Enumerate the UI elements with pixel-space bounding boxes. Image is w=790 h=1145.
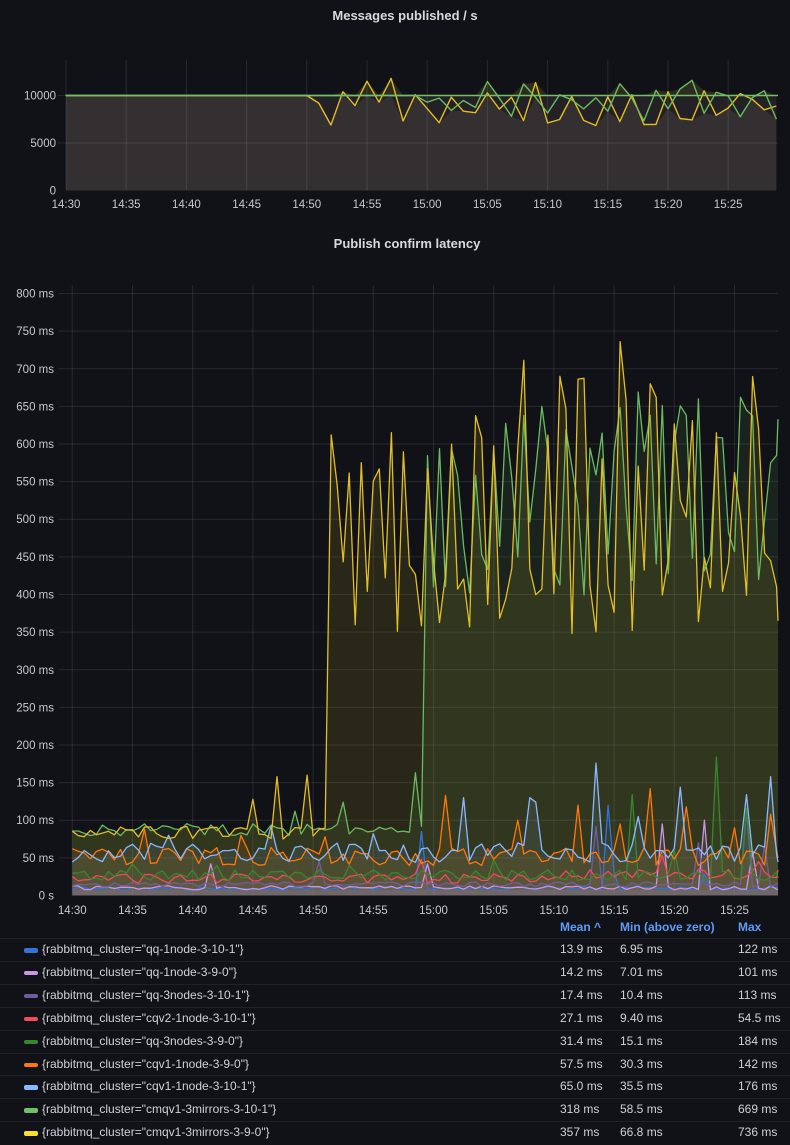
svg-text:15:15: 15:15 bbox=[593, 199, 622, 211]
svg-text:15:00: 15:00 bbox=[419, 905, 448, 917]
svg-text:350 ms: 350 ms bbox=[16, 627, 54, 639]
svg-text:0 s: 0 s bbox=[39, 891, 55, 903]
svg-text:550 ms: 550 ms bbox=[16, 477, 54, 489]
svg-text:500 ms: 500 ms bbox=[16, 514, 54, 526]
svg-text:14:40: 14:40 bbox=[172, 199, 201, 211]
svg-text:250 ms: 250 ms bbox=[16, 702, 54, 714]
svg-text:14:50: 14:50 bbox=[299, 905, 328, 917]
svg-text:15:25: 15:25 bbox=[714, 199, 743, 211]
svg-text:15:00: 15:00 bbox=[413, 199, 442, 211]
svg-text:450 ms: 450 ms bbox=[16, 552, 54, 564]
svg-text:14:45: 14:45 bbox=[232, 199, 261, 211]
svg-text:50 ms: 50 ms bbox=[23, 853, 55, 865]
svg-text:15:10: 15:10 bbox=[540, 905, 569, 917]
svg-text:15:05: 15:05 bbox=[479, 905, 508, 917]
svg-text:200 ms: 200 ms bbox=[16, 740, 54, 752]
svg-text:14:50: 14:50 bbox=[292, 199, 321, 211]
svg-text:14:30: 14:30 bbox=[58, 905, 87, 917]
svg-text:650 ms: 650 ms bbox=[16, 401, 54, 413]
svg-text:15:10: 15:10 bbox=[533, 199, 562, 211]
svg-text:14:30: 14:30 bbox=[52, 199, 81, 211]
svg-text:14:55: 14:55 bbox=[359, 905, 388, 917]
svg-text:150 ms: 150 ms bbox=[16, 778, 54, 790]
svg-text:15:05: 15:05 bbox=[473, 199, 502, 211]
svg-text:15:20: 15:20 bbox=[654, 199, 683, 211]
svg-text:14:45: 14:45 bbox=[239, 905, 268, 917]
svg-text:15:25: 15:25 bbox=[720, 905, 749, 917]
svg-text:10000: 10000 bbox=[24, 91, 56, 103]
svg-text:400 ms: 400 ms bbox=[16, 590, 54, 602]
svg-text:14:55: 14:55 bbox=[353, 199, 382, 211]
svg-text:300 ms: 300 ms bbox=[16, 665, 54, 677]
svg-text:15:20: 15:20 bbox=[660, 905, 689, 917]
svg-text:Publish confirm latency: Publish confirm latency bbox=[334, 236, 481, 251]
svg-text:14:40: 14:40 bbox=[178, 905, 207, 917]
svg-text:14:35: 14:35 bbox=[112, 199, 141, 211]
svg-text:Messages published / s: Messages published / s bbox=[332, 8, 477, 23]
svg-text:0: 0 bbox=[50, 186, 56, 198]
svg-text:600 ms: 600 ms bbox=[16, 439, 54, 451]
svg-text:100 ms: 100 ms bbox=[16, 815, 54, 827]
svg-text:750 ms: 750 ms bbox=[16, 326, 54, 338]
svg-text:5000: 5000 bbox=[30, 138, 56, 150]
svg-text:700 ms: 700 ms bbox=[16, 364, 54, 376]
svg-text:800 ms: 800 ms bbox=[16, 289, 54, 301]
svg-text:14:35: 14:35 bbox=[118, 905, 147, 917]
svg-text:15:15: 15:15 bbox=[600, 905, 629, 917]
